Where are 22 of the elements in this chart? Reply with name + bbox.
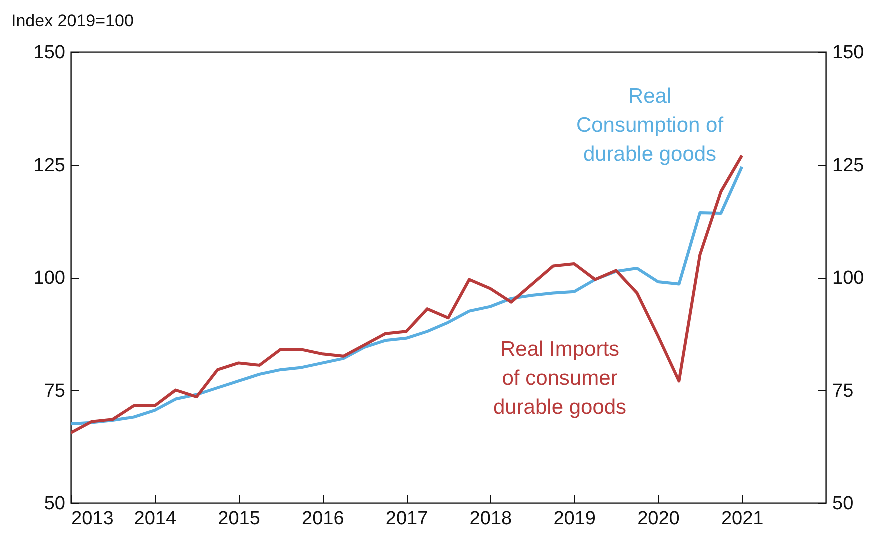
y-axis-title: Index 2019=100 <box>12 12 134 30</box>
y2-tick-label: 100 <box>832 268 864 289</box>
y2-tick-label: 150 <box>832 42 864 64</box>
y-tick-label: 100 <box>34 268 66 289</box>
y-tick-label: 125 <box>34 155 66 176</box>
x-tick-label: 2016 <box>302 508 344 530</box>
y-tick-label: 150 <box>34 42 66 64</box>
series-label: Real Consumption of durable goods <box>576 85 724 166</box>
x-tick-label: 2017 <box>386 508 428 530</box>
x-tick-label: 2019 <box>554 508 596 530</box>
y2-tick-label: 50 <box>832 494 854 514</box>
y2-tick-label: 75 <box>832 380 854 402</box>
x-tick-label: 2015 <box>218 508 260 530</box>
y-tick-label: 75 <box>44 380 66 402</box>
x-tick-label: 2018 <box>470 508 512 530</box>
x-tick-label: 2014 <box>134 508 177 530</box>
x-tick-label: 2013 <box>72 508 114 530</box>
x-tick-label: 2021 <box>721 508 764 530</box>
series-label: Real Imports of consumer durable goods <box>493 338 627 419</box>
x-tick-label: 2020 <box>638 508 680 530</box>
y2-tick-label: 125 <box>832 155 864 176</box>
y-tick-label: 50 <box>44 494 66 514</box>
